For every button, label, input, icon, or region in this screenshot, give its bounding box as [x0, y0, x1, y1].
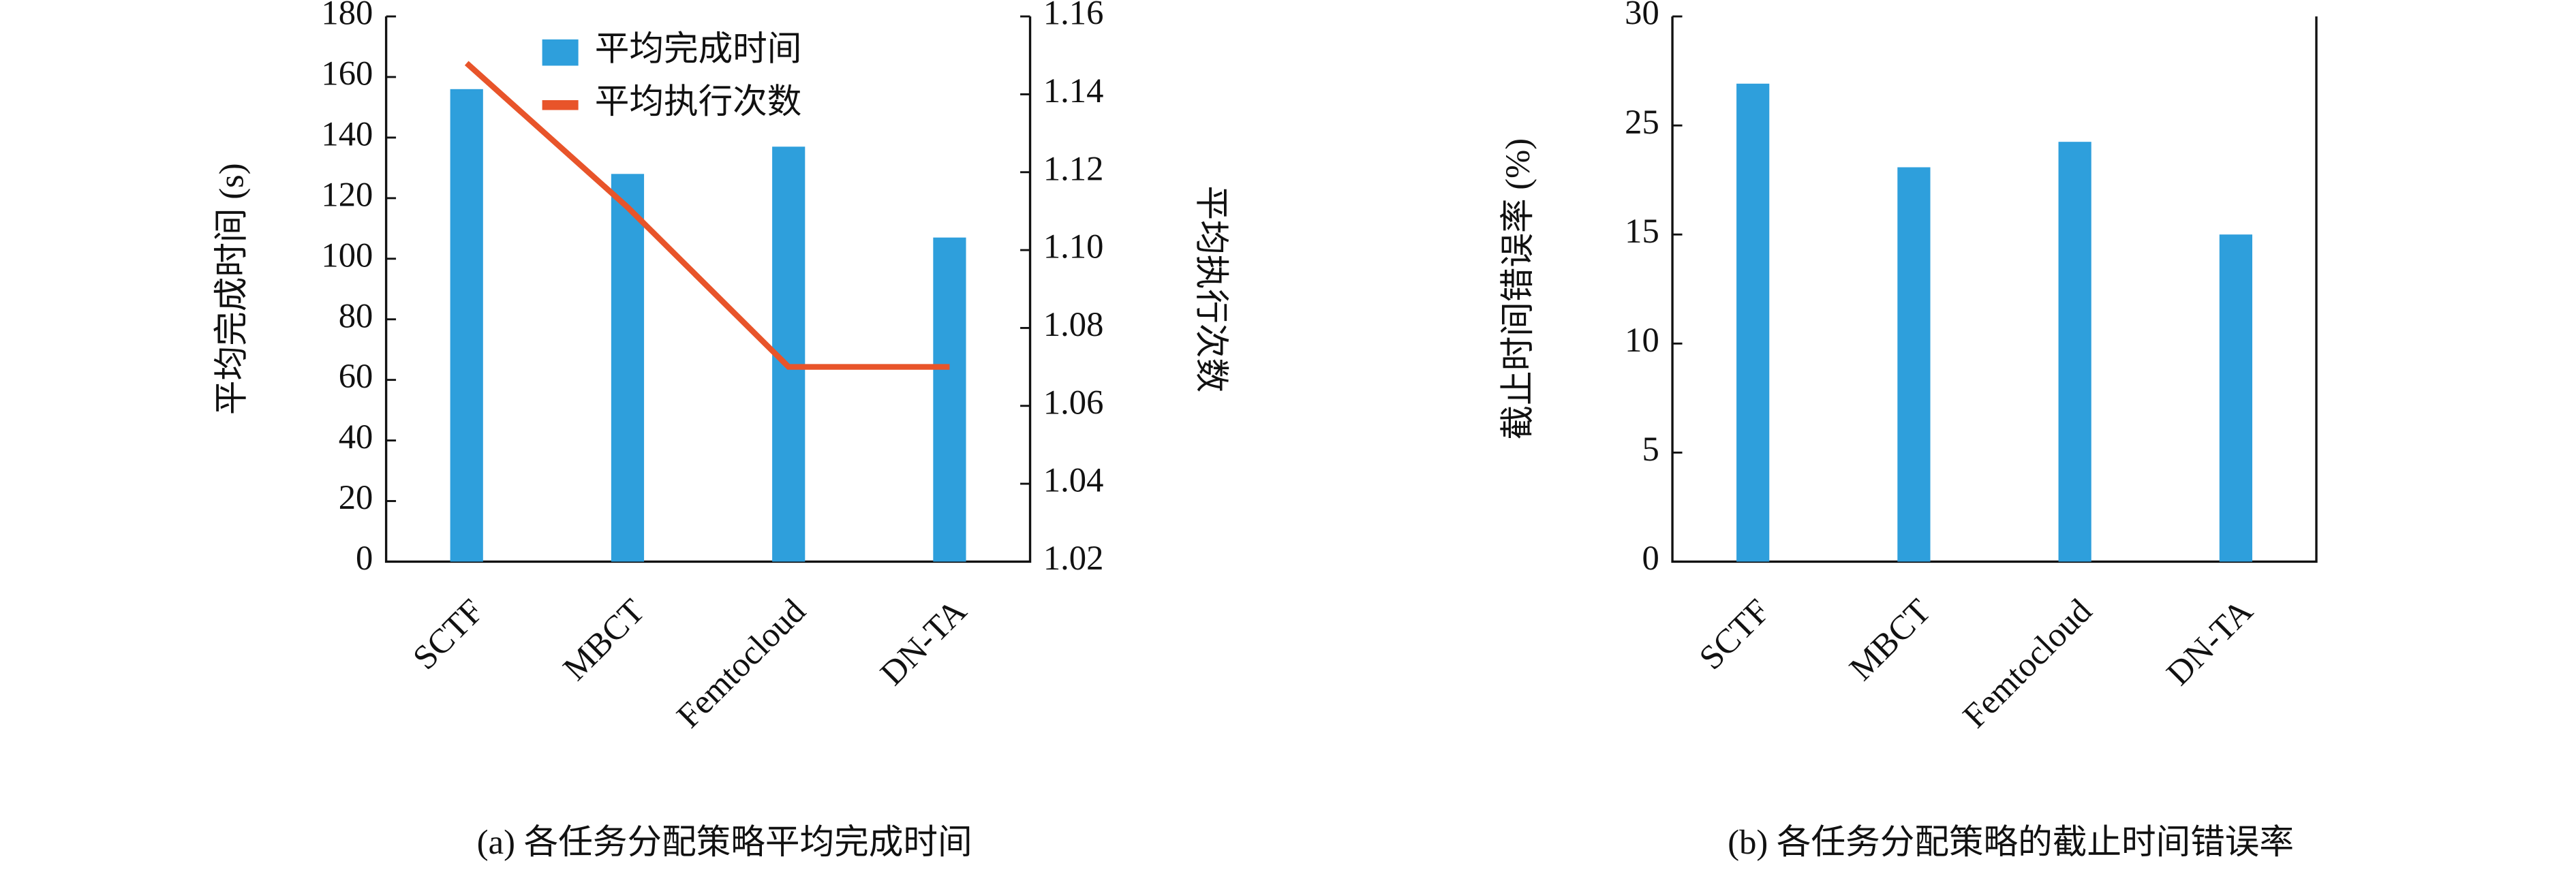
x-tick-label: MBCT — [1842, 591, 1938, 687]
line-series — [464, 61, 950, 370]
bar — [1897, 167, 1931, 562]
y-tick-label: 15 — [1625, 212, 1659, 250]
caption: (b) 各任务分配策略的截止时间错误率 — [1728, 823, 2294, 861]
bar — [1736, 83, 1770, 562]
bar — [611, 174, 645, 562]
legend-swatch — [542, 100, 579, 110]
y2-tick-label: 1.04 — [1043, 461, 1104, 499]
y-tick-label: 30 — [1625, 0, 1659, 32]
y-tick-label: 5 — [1642, 430, 1659, 468]
bar — [450, 89, 483, 562]
y-tick-label: 40 — [339, 418, 373, 456]
y-tick-label: 100 — [321, 236, 373, 274]
plot-frame — [1671, 16, 2318, 563]
y-tick-label: 160 — [321, 54, 373, 93]
y-axis-label: 平均完成时间 (s) — [212, 163, 250, 415]
y2-tick-label: 1.16 — [1043, 0, 1104, 32]
caption: (a) 各任务分配策略平均完成时间 — [477, 823, 972, 861]
bar — [933, 237, 966, 562]
y-tick-label: 25 — [1625, 103, 1659, 141]
y-tick-label: 0 — [356, 539, 373, 577]
y-tick-label: 120 — [321, 175, 373, 213]
y-tick-label: 10 — [1625, 321, 1659, 359]
x-tick-label: Femtocloud — [669, 591, 813, 735]
y-tick-label: 60 — [339, 357, 373, 395]
x-tick-label: DN-TA — [2159, 591, 2260, 692]
legend-label: 平均完成时间 — [595, 30, 802, 68]
x-tick-label: Femtocloud — [1955, 591, 2099, 735]
x-tick-label: DN-TA — [873, 591, 974, 692]
y-tick-label: 20 — [339, 478, 373, 516]
y-axis-label: 截止时间错误率 (%) — [1499, 138, 1537, 440]
y2-tick-label: 1.10 — [1043, 228, 1104, 266]
plot-frame — [384, 16, 1032, 563]
y2-tick-label: 1.06 — [1043, 383, 1104, 421]
y2-tick-label: 1.14 — [1043, 72, 1104, 110]
y-tick-label: 0 — [1642, 539, 1659, 577]
y2-tick-label: 1.12 — [1043, 149, 1104, 187]
y2-axis-label: 平均执行次数 — [1192, 185, 1230, 392]
x-tick-label: SCTF — [405, 591, 491, 676]
legend-swatch — [542, 39, 579, 66]
y-tick-label: 180 — [321, 0, 373, 32]
x-tick-label: SCTF — [1691, 591, 1777, 676]
y2-tick-label: 1.08 — [1043, 305, 1104, 343]
bar — [2219, 234, 2252, 562]
legend-label: 平均执行次数 — [595, 82, 802, 121]
x-tick-label: MBCT — [555, 591, 651, 687]
y-tick-label: 140 — [321, 115, 373, 153]
bar — [2058, 142, 2091, 562]
y-tick-label: 80 — [339, 296, 373, 334]
y2-tick-label: 1.02 — [1043, 539, 1104, 577]
